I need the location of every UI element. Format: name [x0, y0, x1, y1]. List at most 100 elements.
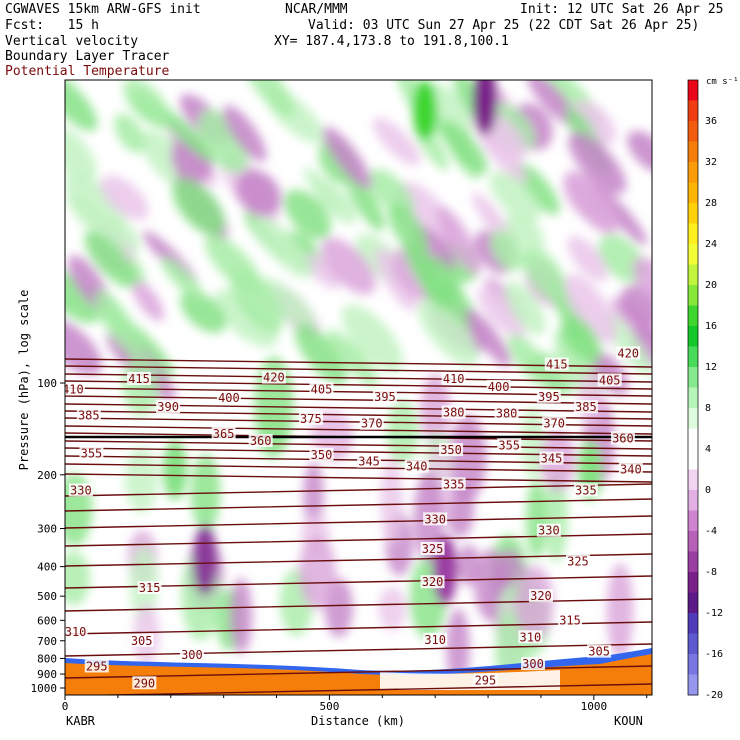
theta-label-bg	[127, 371, 152, 385]
theta-label-bg	[573, 483, 598, 497]
colorbar-swatch	[688, 654, 698, 675]
downdraft-cell	[131, 280, 165, 321]
theta-contour	[65, 403, 652, 413]
colorbar-swatch	[688, 572, 698, 593]
y-axis-label: Pressure (hPa), log scale	[17, 290, 31, 471]
theta-label-bg	[79, 446, 104, 460]
downdraft-cell	[564, 274, 617, 344]
theta-label: 410	[443, 372, 465, 386]
theta-label-bg	[129, 633, 154, 647]
theta-label-bg	[441, 371, 466, 385]
updraft-cell	[65, 124, 97, 183]
strong-downdraft-cell	[473, 80, 497, 135]
theta-label-bg	[439, 443, 464, 457]
theta-contour	[65, 395, 652, 405]
colorbar-swatch	[688, 285, 698, 306]
theta-label-bg	[536, 389, 561, 403]
theta-label-bg	[587, 644, 612, 658]
colorbar-swatch	[688, 674, 698, 696]
theta-contour	[65, 417, 652, 427]
theta-label: 305	[131, 634, 153, 648]
theta-label-bg	[610, 431, 635, 445]
updraft-cell	[155, 103, 215, 163]
updraft-cell	[253, 216, 313, 278]
theta-label: 325	[422, 542, 444, 556]
theta-label: 355	[498, 438, 520, 452]
updraft-cell	[341, 304, 404, 372]
theta-label-bg	[211, 427, 236, 441]
updraft-cell	[417, 255, 462, 301]
updraft-cell	[190, 453, 221, 531]
updraft-cell	[65, 268, 101, 323]
y-tick-label: 100	[37, 377, 57, 390]
downdraft-cell	[298, 535, 337, 609]
theta-label: 395	[374, 390, 396, 404]
theta-label: 310	[65, 625, 87, 639]
updraft-cell	[258, 277, 316, 330]
colorbar-label: 32	[705, 157, 717, 168]
colorbar-swatch	[688, 490, 698, 511]
theta-contour	[65, 387, 652, 397]
downdraft-cell	[526, 80, 577, 127]
colorbar-frame	[687, 79, 699, 696]
colorbar-swatch	[688, 141, 698, 163]
updraft-cell	[368, 168, 415, 217]
theta-label-bg	[528, 589, 553, 603]
downdraft-cell	[372, 117, 421, 166]
theta-label: 320	[422, 575, 444, 589]
colorbar-swatch	[688, 223, 698, 245]
downdraft-cell	[375, 247, 417, 311]
y-tick-label: 900	[37, 668, 57, 681]
updraft-cell	[326, 329, 379, 387]
colorbar-swatch	[688, 203, 698, 224]
theta-label: 340	[620, 462, 642, 476]
theta-label-bg	[156, 400, 181, 414]
theta-label-bg	[372, 389, 397, 403]
y-tick-label: 500	[37, 590, 57, 603]
valid-time: Valid: 03 UTC Sun 27 Apr 25 (22 CDT Sat …	[308, 18, 700, 33]
updraft-cell	[505, 213, 545, 251]
colorbar-swatch	[688, 326, 698, 347]
theta-label: 300	[522, 657, 544, 671]
theta-label-bg	[521, 657, 546, 671]
theta-label: 330	[70, 483, 92, 497]
theta-contour	[65, 440, 652, 450]
updraft-cell	[388, 203, 429, 257]
updraft-cell	[66, 193, 127, 252]
theta-label-bg	[518, 630, 543, 644]
colorbar-swatch	[688, 469, 698, 491]
y-tick-label: 600	[37, 614, 57, 627]
theta-label: 415	[546, 358, 568, 372]
downdraft-cell	[235, 170, 282, 216]
cross-section-endpoints: XY= 187.4,173.8 to 191.8,100.1	[274, 34, 509, 49]
theta-label: 325	[567, 555, 589, 569]
theta-label: 405	[311, 382, 333, 396]
updraft-cell	[84, 231, 137, 288]
colorbar-label: 16	[705, 321, 717, 332]
downdraft-cell	[436, 206, 482, 275]
plot-frame	[64, 79, 653, 696]
colorbar-label: 28	[705, 198, 717, 209]
updraft-cell	[114, 113, 146, 154]
updraft-cell	[304, 167, 341, 214]
theta-label-bg	[539, 451, 564, 465]
updraft-cell	[241, 80, 295, 118]
left-endpoint-label: KABR	[66, 714, 96, 728]
theta-label-bg	[618, 462, 643, 476]
updraft-cell	[65, 551, 91, 606]
theta-label: 295	[86, 659, 108, 673]
theta-label: 420	[617, 346, 639, 360]
theta-label: 415	[128, 372, 150, 386]
forecast-hour: Fcst: 15 h	[5, 18, 99, 33]
downdraft-cell	[303, 462, 324, 529]
theta-label-bg	[536, 523, 561, 537]
colorbar-label: 0	[705, 485, 711, 496]
colorbar-swatch	[688, 387, 698, 409]
updraft-cell	[214, 289, 279, 347]
field-boundary-layer-tracer: Boundary Layer Tracer	[5, 49, 170, 64]
theta-label-bg	[309, 382, 334, 396]
y-tick-label: 800	[37, 652, 57, 665]
theta-label-bg	[179, 648, 204, 662]
colorbar-swatch	[688, 613, 698, 634]
colorbar-label: 20	[705, 280, 717, 291]
